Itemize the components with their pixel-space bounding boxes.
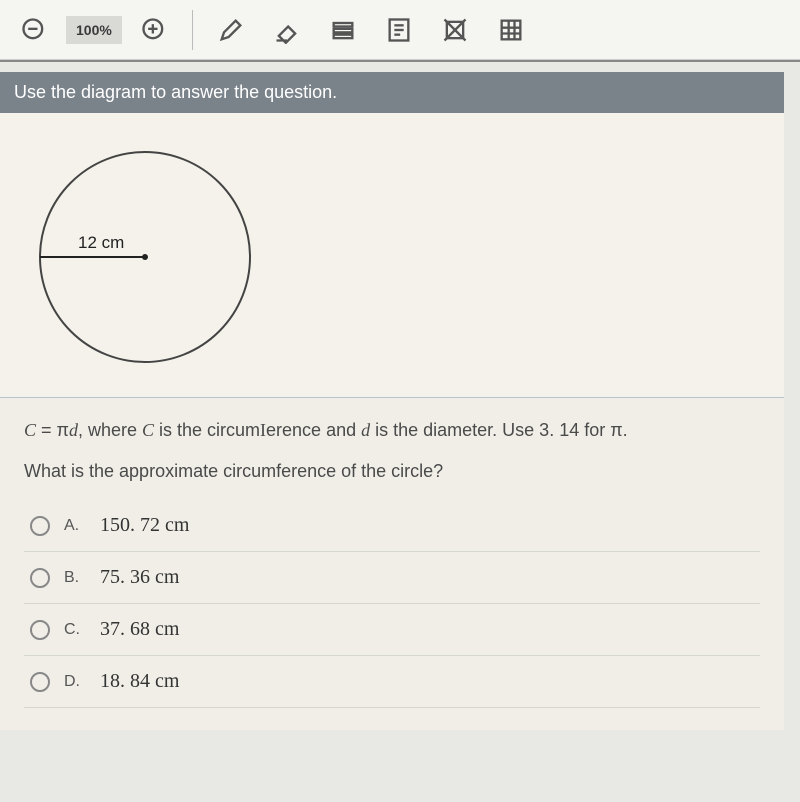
strike-icon xyxy=(441,16,469,44)
note-icon xyxy=(385,16,413,44)
option-a[interactable]: A. 150. 72 cm xyxy=(24,500,760,552)
instruction-bar: Use the diagram to answer the question. xyxy=(0,72,784,113)
formula-line: C = πd, where C is the circumIerence and… xyxy=(24,420,760,441)
radio-icon xyxy=(30,516,50,536)
pen-icon xyxy=(217,16,245,44)
zoom-in-button[interactable] xyxy=(130,6,178,54)
radius-label: 12 cm xyxy=(76,233,126,253)
option-letter: C. xyxy=(64,621,86,639)
formula-c: C xyxy=(24,420,36,440)
option-letter: A. xyxy=(64,517,86,535)
option-c[interactable]: C. 37. 68 cm xyxy=(24,604,760,656)
formula-c2: C xyxy=(142,420,154,440)
eraser-button[interactable] xyxy=(263,6,311,54)
formula-d2: d xyxy=(361,420,370,440)
option-d[interactable]: D. 18. 84 cm xyxy=(24,656,760,708)
formula-eq: = π xyxy=(36,420,69,440)
zoom-out-icon xyxy=(20,16,48,44)
diagram-area: 12 cm xyxy=(0,113,784,398)
toolbar-divider xyxy=(192,10,193,50)
option-letter: B. xyxy=(64,569,86,587)
content-area: C = πd, where C is the circumIerence and… xyxy=(0,398,784,730)
zoom-level: 100% xyxy=(66,16,122,44)
formula-mid: , where xyxy=(78,420,142,440)
formula-desc-c2: erence and xyxy=(266,420,361,440)
option-text: 18. 84 cm xyxy=(100,670,179,693)
list-icon xyxy=(329,16,357,44)
option-text: 37. 68 cm xyxy=(100,618,179,641)
grid-icon xyxy=(497,16,525,44)
option-text: 75. 36 cm xyxy=(100,566,179,589)
pen-button[interactable] xyxy=(207,6,255,54)
formula-desc-c: is the circum xyxy=(154,420,260,440)
eraser-icon xyxy=(273,16,301,44)
toolbar-underline xyxy=(0,60,800,62)
circle-diagram: 12 cm xyxy=(30,137,260,367)
question-text: What is the approximate circumference of… xyxy=(24,461,760,482)
zoom-out-button[interactable] xyxy=(10,6,58,54)
radio-icon xyxy=(30,568,50,588)
zoom-in-icon xyxy=(140,16,168,44)
option-text: 150. 72 cm xyxy=(100,514,189,537)
toolbar: 100% xyxy=(0,0,800,60)
options-list: A. 150. 72 cm B. 75. 36 cm C. 37. 68 cm … xyxy=(24,500,760,708)
option-letter: D. xyxy=(64,673,86,691)
option-b[interactable]: B. 75. 36 cm xyxy=(24,552,760,604)
strike-button[interactable] xyxy=(431,6,479,54)
formula-desc-d: is the diameter. Use 3. 14 for π. xyxy=(370,420,628,440)
highlighter-button[interactable] xyxy=(319,6,367,54)
radio-icon xyxy=(30,672,50,692)
formula-d: d xyxy=(69,420,78,440)
circle-svg xyxy=(30,137,260,367)
grid-button[interactable] xyxy=(487,6,535,54)
radio-icon xyxy=(30,620,50,640)
note-button[interactable] xyxy=(375,6,423,54)
